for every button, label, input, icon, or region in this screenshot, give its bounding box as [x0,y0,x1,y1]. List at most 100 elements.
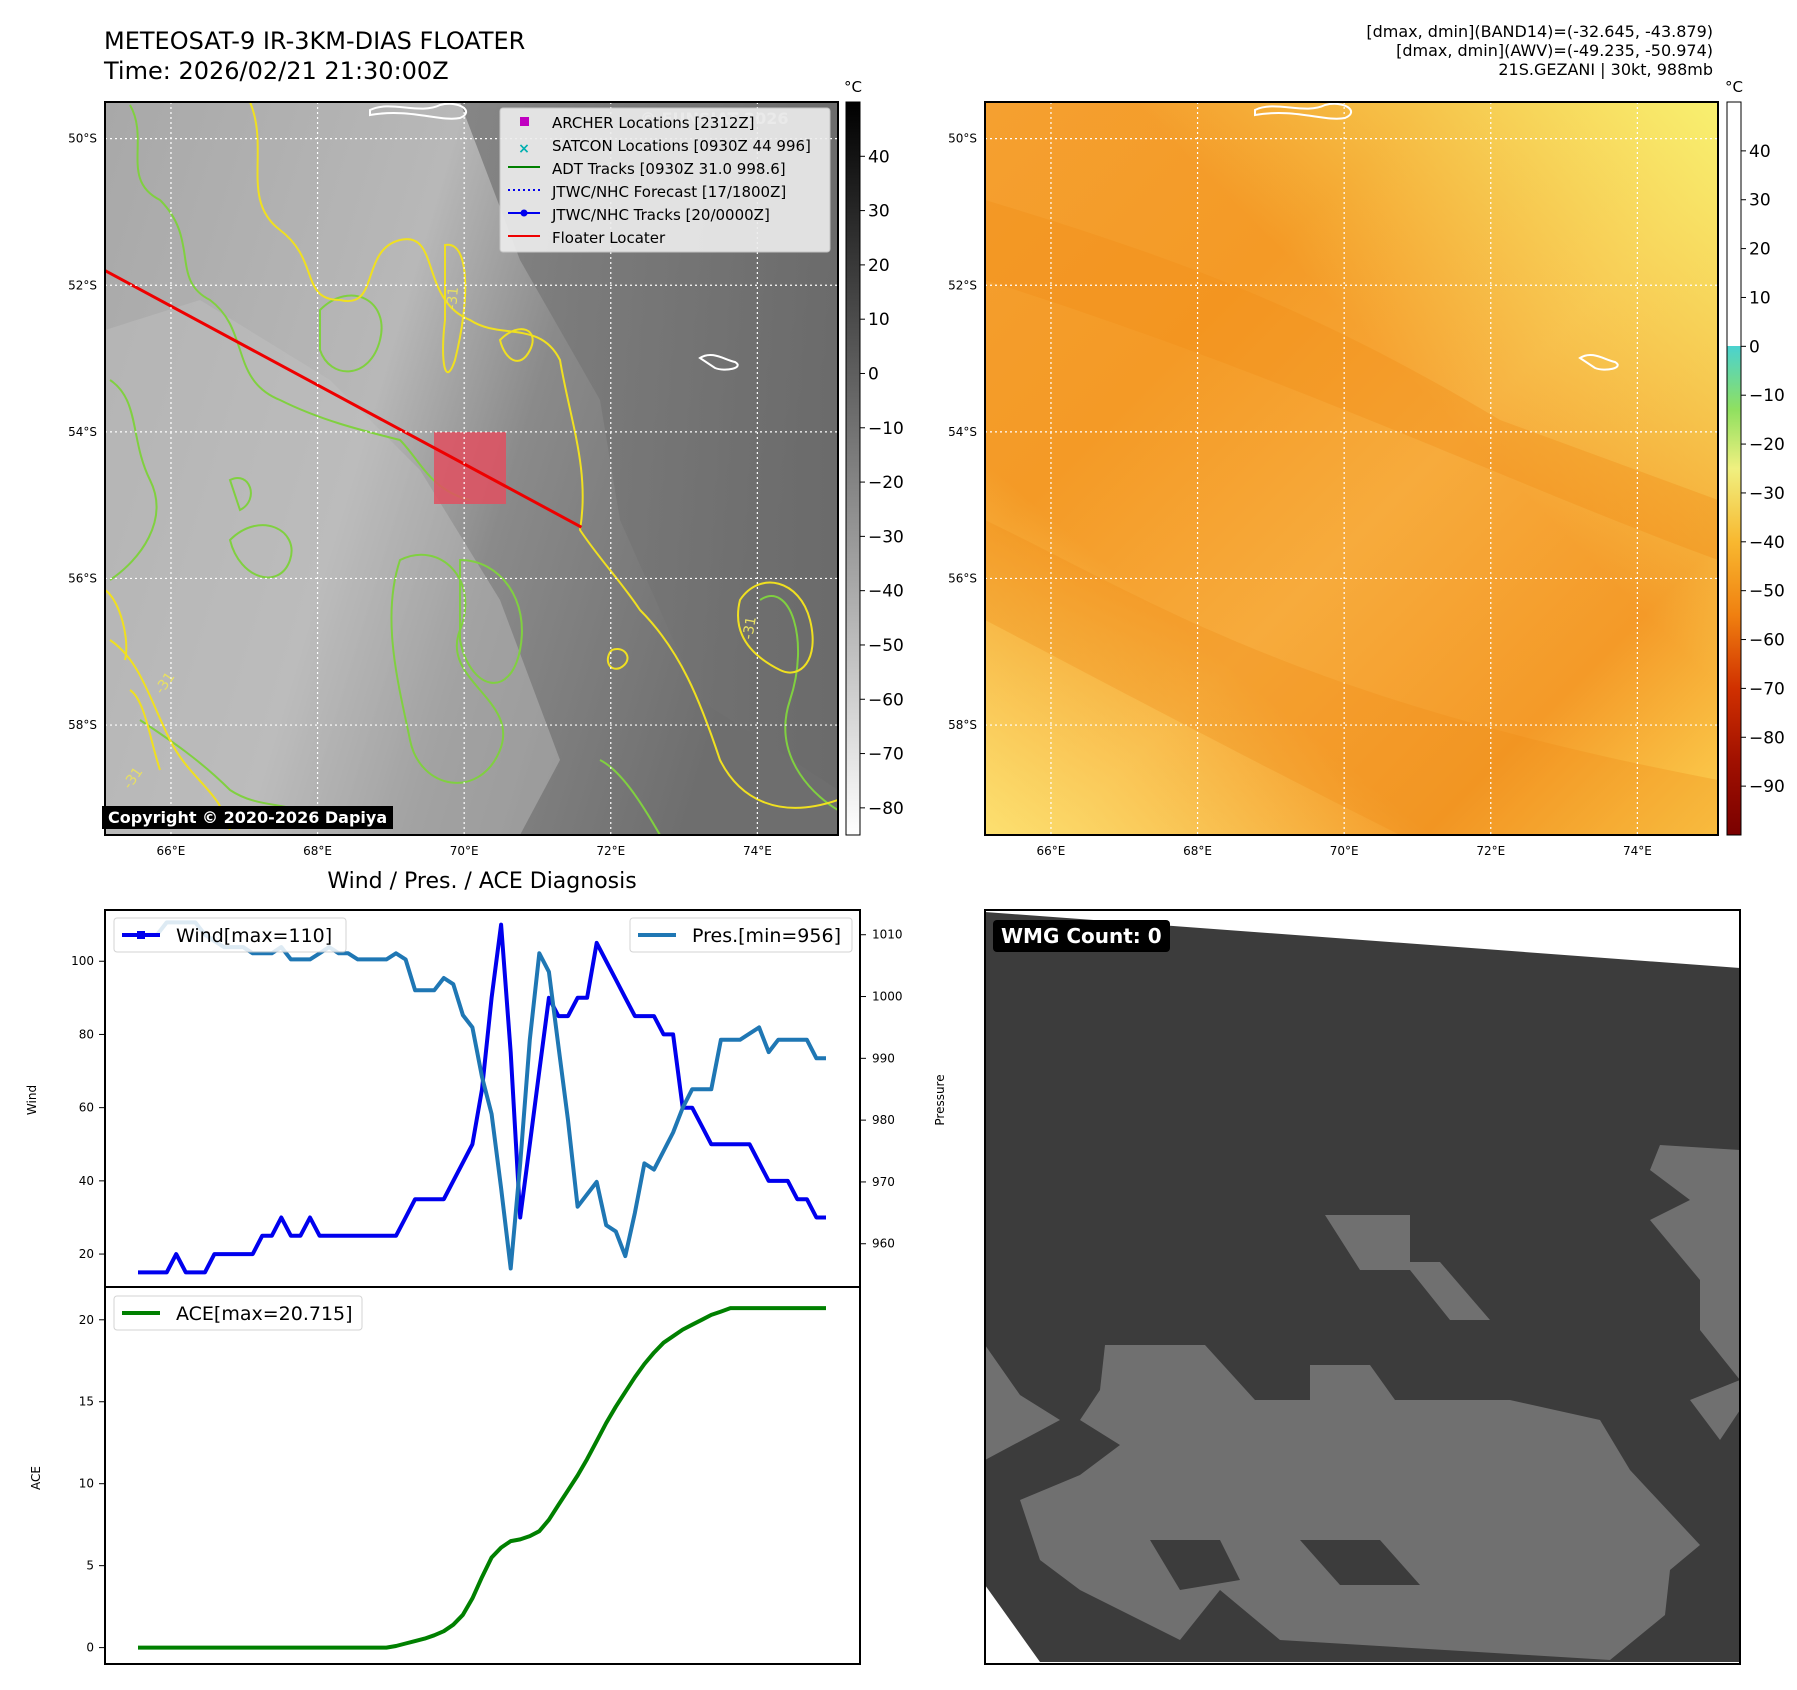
legend-entry-label: ARCHER Locations [2312Z] [552,114,755,132]
ir-tick-lon: 70°E [450,844,479,858]
pressure-tick-label: 980 [872,1113,895,1127]
legend-marker-satcon: × [518,141,530,157]
wmg-patch [1650,1145,1740,1440]
colorbar-tick-label: 10 [868,310,890,330]
awv-tick-lon: 68°E [1183,844,1212,858]
colorbar-tick-label: −80 [868,799,904,819]
ir-tick-lon: 68°E [303,844,332,858]
awv-tick-lat: 58°S [948,718,977,732]
ir-tick-lon: 66°E [157,844,186,858]
wind-tick-label: 100 [71,954,94,968]
coastline [1578,353,1619,371]
figure-title: METEOSAT-9 IR-3KM-DIAS FLOATER Time: 202… [104,26,525,86]
pressure-tick-label: 1000 [872,990,903,1004]
ir-tick-lat: 58°S [68,718,97,732]
legend-box [499,107,831,253]
ir-tick-lat: 50°S [68,132,97,146]
ir-map-panel: -31 -31 -31 -31 © FUNSIAT 2026 66°E68°E7… [68,78,904,858]
awv-colorbar-frame [1726,101,1742,836]
coastline [698,353,739,371]
colorbar-tick-label: 30 [1749,191,1771,211]
coastline [1254,102,1353,120]
ir-axis-ticks: 66°E 68°E 70°E 72°E 74°E 50°S 52°S 54°S 56°S 58°S [68,132,772,858]
awv-colorbar-ticks: 40 30 20 10 0 −10 −20 −30 −40 −50 −60 −70 −80 −90 [1741,142,1785,797]
yellow-contour [737,581,814,674]
colorbar-tick-label: 20 [1749,240,1771,260]
legend-entry-label: JTWC/NHC Forecast [17/1800Z] [551,183,786,201]
wmg-panel [984,909,1741,1665]
legend-marker-archer [520,117,529,126]
colorbar-tick-label: 10 [1749,288,1771,308]
floater-locater-line [105,269,583,529]
yellow-contour [498,328,534,362]
green-contour [319,294,383,373]
pressure-tick-label: 960 [872,1237,895,1251]
green-contour [129,104,471,501]
ir-dark-region [105,102,838,790]
colorbar-tick-label: −60 [1749,631,1785,651]
ace-legend: ACE[max=20.715] [113,1295,363,1331]
wind-pressure-frame [104,909,861,1288]
map-legend: × ARCHER Locations [2312Z] SATCON Locatio… [499,107,831,253]
ace-tick-label: 5 [86,1559,94,1573]
ir-colorbar [845,101,861,836]
pressure-axis-ticks: 960 970 980 990 1000 1010 [860,928,903,1251]
awv-map-panel: 66°E 68°E 70°E 72°E 74°E 50°S 52°S 54°S 56°S 58°S… [948,78,1785,858]
legend-entry-label: SATCON Locations [0930Z 44 996] [552,137,811,155]
legend-entry-label: Floater Locater [552,229,666,247]
awv-tick-lat: 56°S [948,571,977,585]
colorbar-tick-label: −40 [868,582,904,602]
green-contour [228,524,293,579]
ir-frame [104,101,839,836]
ir-tick-lon: 72°E [596,844,625,858]
colorbar-tick-label: −50 [1749,582,1785,602]
ace-series-line [138,1306,826,1650]
colorbar-tick-label: −30 [868,527,904,547]
yellow-contour [249,102,838,809]
yellow-contour [442,243,467,374]
green-contours [109,104,838,835]
awv-tick-lon: 66°E [1037,844,1066,858]
colorbar-tick-label: −30 [1749,484,1785,504]
ir-bright-region [105,300,560,835]
ace-legend-box [113,1295,363,1331]
title-line-2: Time: 2026/02/21 21:30:00Z [104,57,449,85]
green-contour [599,759,661,835]
awv-tick-lat: 50°S [948,132,977,146]
green-contour [228,477,252,512]
awv-left-corner [985,102,1718,835]
yellow-contour [129,689,161,771]
awv-coastlines [1254,102,1619,371]
header-storm-info: 21S.GEZANI | 30kt, 988mb [1498,60,1713,79]
awv-gridlines [985,102,1718,835]
wind-legend: Wind[max=110] [113,917,347,953]
awv-tick-lon: 70°E [1330,844,1359,858]
contour-label: -31 [444,286,462,310]
colorbar-tick-label: −70 [1749,679,1785,699]
pressure-tick-label: 1010 [872,928,903,942]
wmg-frame [984,909,1741,1665]
awv-band [985,200,1718,560]
ace-frame [104,1286,861,1665]
awv-colorbar-white [1727,102,1741,346]
yellow-contours [105,102,838,831]
header-stat-band14: [dmax, dmin](BAND14)=(-32.645, -43.879) [1366,22,1713,41]
wind-series-line [138,922,826,1275]
ace-panel: 0 5 10 15 20 ACE ACE[max=20.715] [29,1286,861,1665]
wind-axis-ticks: 20 40 60 80 100 [71,954,105,1261]
yellow-contour [105,589,128,661]
wind-legend-label: Wind[max=110] [176,925,332,947]
ir-colorbar-ticks: 40 30 20 10 0 −10 −20 −30 −40 −50 −60 −70 −80 [860,147,904,819]
legend-entries: ARCHER Locations [2312Z] SATCON Locations… [551,114,811,247]
green-contour [459,558,523,684]
legend-entry-label: JTWC/NHC Tracks [20/0000Z] [551,206,770,224]
ace-tick-label: 10 [79,1477,94,1491]
contour-label: -31 [740,615,760,640]
ace-legend-label: ACE[max=20.715] [176,1303,353,1325]
colorbar-tick-label: −90 [1749,777,1785,797]
ir-gridlines [105,102,838,835]
yellow-contour [606,648,629,670]
coastline [369,102,468,120]
pressure-legend: Pres.[min=956] [629,917,853,953]
